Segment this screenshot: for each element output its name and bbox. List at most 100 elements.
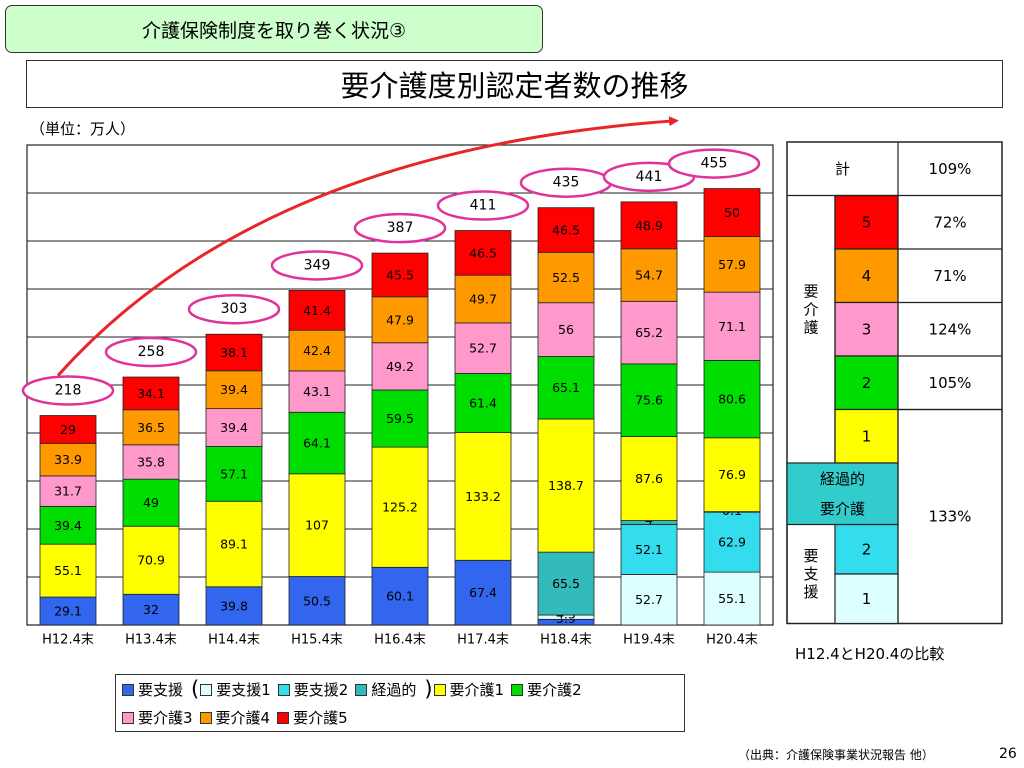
legend-swatch — [199, 711, 212, 724]
total-label: 258 — [138, 344, 165, 360]
transitional-label-line1: 経過的 — [820, 470, 865, 488]
legend-item: 要介護1 — [433, 679, 505, 700]
legend-swatch — [277, 683, 290, 696]
data-label: 52.7 — [635, 592, 663, 607]
data-label: 70.9 — [137, 553, 165, 568]
bar-segment — [703, 188, 761, 237]
bar-segment — [39, 505, 97, 545]
data-label: 32 — [143, 602, 159, 617]
group-label-kaigo: 要介護 — [803, 282, 818, 336]
data-label: 33.9 — [54, 452, 82, 467]
data-label: 59.5 — [386, 411, 414, 426]
bar-segment — [39, 415, 97, 444]
bar-segment — [454, 322, 512, 374]
data-label: 76.9 — [718, 467, 746, 482]
legend-label: 要介護3 — [138, 709, 193, 727]
bar-segment — [537, 356, 595, 420]
data-label: 49 — [143, 495, 159, 510]
level-cell — [834, 355, 899, 411]
bar-segment — [288, 290, 346, 331]
x-tick-label: H16.4末 — [374, 633, 426, 648]
bar-segment — [454, 230, 512, 276]
legend-label: 経過的 — [371, 681, 417, 699]
data-label: 55.1 — [54, 563, 82, 578]
bar-segment — [39, 543, 97, 598]
bar-segment — [288, 411, 346, 475]
data-label: 64.1 — [303, 436, 331, 451]
data-label: 89.1 — [220, 537, 248, 552]
data-label: 47.9 — [386, 312, 414, 327]
total-ellipse — [667, 148, 761, 179]
total-percent: 109% — [929, 160, 972, 178]
percent-value: 71% — [933, 267, 966, 285]
bar-segment — [39, 596, 97, 626]
trend-arrow — [56, 116, 679, 377]
total-label: 303 — [221, 301, 248, 317]
bar-segment — [122, 593, 180, 626]
data-label: 65.2 — [635, 325, 663, 340]
legend: 要支援 (要支援1 要支援2 経過的) 要介護1 要介護2 要介護3 要介護4 要介護5 — [115, 674, 685, 732]
data-label: 39.4 — [220, 420, 248, 435]
total-ellipse — [21, 375, 115, 406]
data-label: 39.4 — [220, 382, 248, 397]
legend-label: 要介護1 — [449, 681, 505, 699]
bar-segment — [371, 342, 429, 391]
group-label-kaigo-text: 要介護 — [803, 282, 818, 336]
legend-label: 要支援 — [138, 681, 184, 699]
bar-segment — [288, 329, 346, 372]
data-label: 133.2 — [465, 489, 501, 504]
data-label: 138.7 — [548, 478, 584, 493]
data-label: 62.9 — [718, 534, 746, 549]
data-label: 57.9 — [718, 257, 746, 272]
data-label: 52.5 — [552, 270, 580, 285]
data-label: 29.1 — [54, 604, 82, 619]
x-tick-label: H13.4末 — [125, 633, 177, 648]
data-label: 55.1 — [718, 591, 746, 606]
x-tick-label: H20.4末 — [706, 633, 758, 648]
total-label: 411 — [470, 198, 497, 214]
data-label: 50 — [724, 205, 740, 220]
data-label: 80.6 — [718, 392, 746, 407]
legend-item: 要介護5 — [277, 707, 348, 728]
data-label: 39.4 — [54, 518, 82, 533]
bar-segment — [205, 370, 263, 410]
data-label: 46.5 — [552, 223, 580, 238]
bar-segment — [703, 236, 761, 293]
bar-segment — [620, 248, 678, 302]
data-label: 49.2 — [386, 359, 414, 374]
page-title-text: 要介護度別認定者数の推移 — [340, 69, 689, 103]
group-label-shien: 要支援 — [803, 547, 818, 601]
legend-label: 要介護4 — [215, 709, 271, 727]
data-label: 67.4 — [469, 585, 497, 600]
bar-segment — [537, 207, 595, 253]
legend-label: 要支援1 — [216, 681, 271, 699]
legend-label: 要介護5 — [293, 709, 348, 727]
bar-segment — [537, 418, 595, 553]
data-label: 36.5 — [137, 420, 165, 435]
data-label: 29 — [60, 422, 76, 437]
bar-segment — [371, 252, 429, 298]
legend-swatch — [122, 683, 134, 696]
legend-row-1: 要支援 (要支援1 要支援2 経過的) 要介護1 要介護2 — [122, 679, 589, 700]
bar-segment — [537, 251, 595, 304]
level-label: 4 — [862, 267, 872, 285]
x-tick-label: H18.4末 — [540, 633, 592, 648]
bar-segment — [620, 436, 678, 521]
data-label: 60.1 — [386, 589, 414, 604]
bar-segment — [620, 363, 678, 437]
x-tick-label: H12.4末 — [42, 633, 94, 648]
legend-item: 要支援1 — [200, 679, 271, 700]
data-label: 71.1 — [718, 319, 746, 334]
level-label: 1 — [862, 590, 872, 608]
total-ellipse — [104, 336, 198, 368]
bar-segment — [39, 475, 97, 507]
data-label: 38.1 — [220, 345, 248, 360]
source-note: （出典：介護保険事業状況報告 他） — [738, 748, 934, 762]
comparison-caption: H12.4とH20.4の比較 — [795, 645, 945, 663]
total-label: 218 — [55, 383, 82, 399]
x-tick-label: H19.4末 — [623, 633, 675, 648]
bar-segment — [371, 296, 429, 344]
bar-segment — [371, 389, 429, 448]
data-label: 87.6 — [635, 471, 663, 486]
bar-segment — [122, 444, 180, 480]
